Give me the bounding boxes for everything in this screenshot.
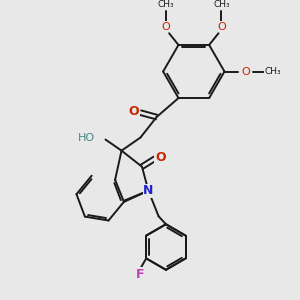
Text: O: O bbox=[162, 22, 171, 32]
Text: CH₃: CH₃ bbox=[213, 0, 230, 9]
Text: HO: HO bbox=[78, 133, 95, 143]
Text: CH₃: CH₃ bbox=[264, 67, 281, 76]
Text: O: O bbox=[155, 151, 166, 164]
Text: O: O bbox=[129, 105, 140, 118]
Text: N: N bbox=[143, 184, 154, 197]
Text: CH₃: CH₃ bbox=[158, 0, 175, 9]
Text: O: O bbox=[217, 22, 226, 32]
Text: O: O bbox=[241, 67, 250, 76]
Text: F: F bbox=[136, 268, 144, 281]
